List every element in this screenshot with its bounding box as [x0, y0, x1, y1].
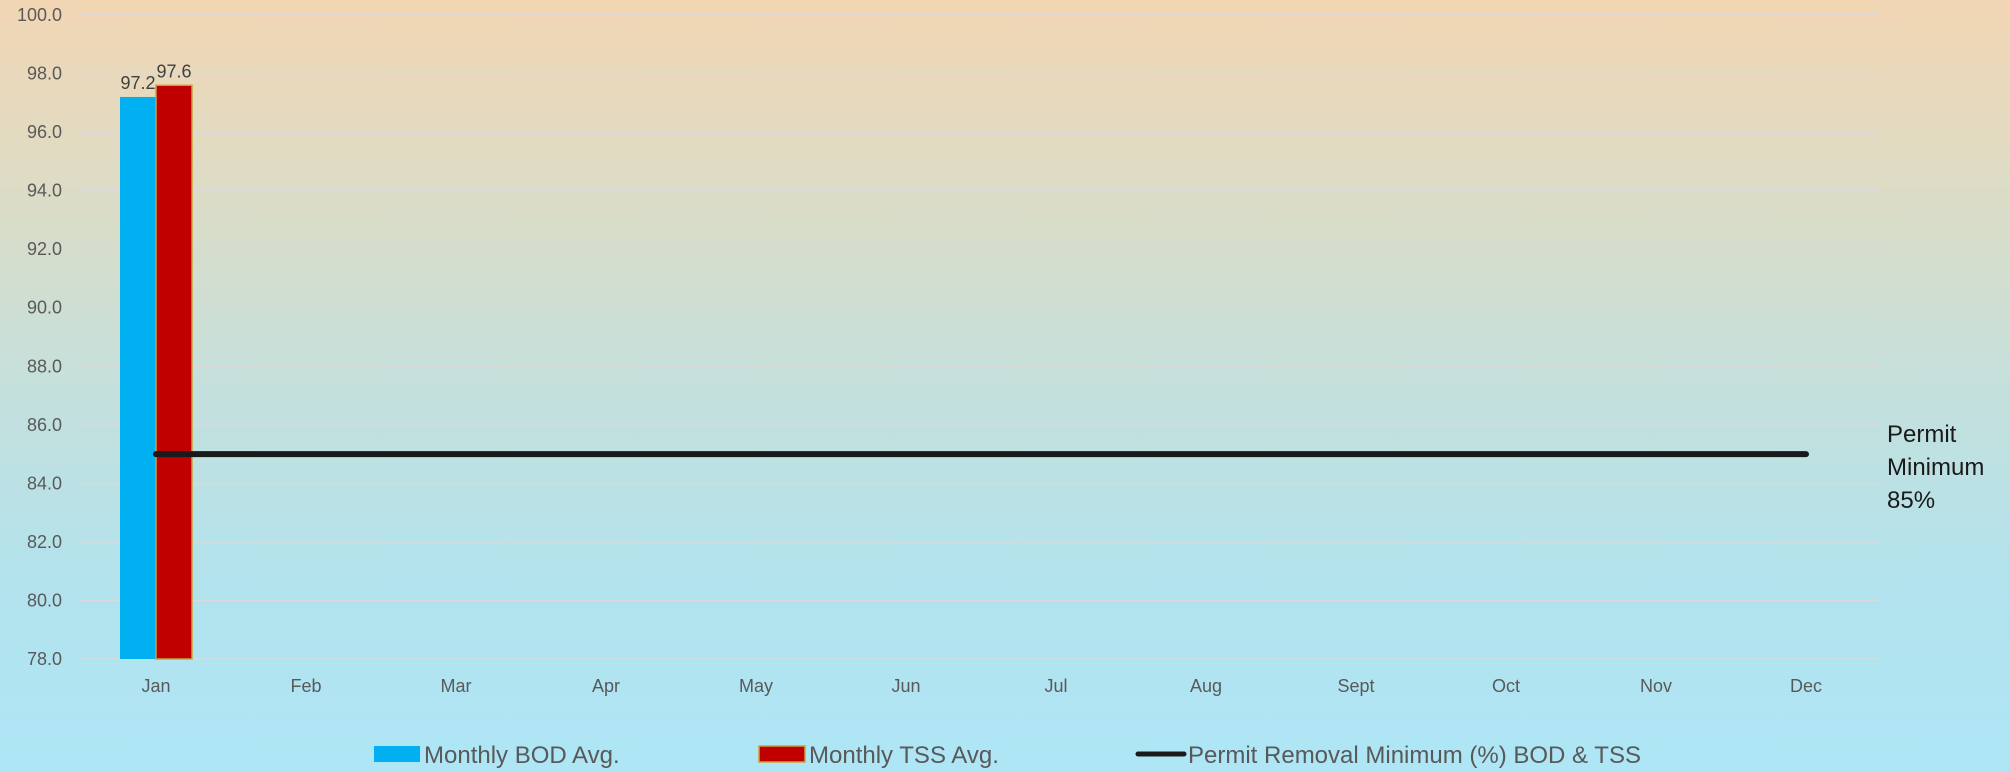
legend-swatch — [374, 746, 420, 762]
x-tick-label: Jul — [1044, 676, 1067, 696]
x-tick-label: Feb — [290, 676, 321, 696]
x-tick-label: Sept — [1337, 676, 1374, 696]
y-tick-label: 94.0 — [27, 181, 62, 201]
y-tick-label: 88.0 — [27, 356, 62, 376]
y-tick-label: 90.0 — [27, 298, 62, 318]
x-tick-label: Mar — [441, 676, 472, 696]
y-tick-label: 100.0 — [17, 5, 62, 25]
permit-minimum-annotation: Permit Minimum 85% — [1887, 421, 1984, 514]
data-labels: 97.297.6 — [120, 61, 191, 93]
tss-bar — [155, 84, 193, 660]
y-tick-label: 78.0 — [27, 649, 62, 669]
legend-swatch — [758, 745, 806, 763]
annotation-line: Minimum — [1887, 454, 1984, 481]
y-tick-label: 92.0 — [27, 239, 62, 259]
y-tick-label: 80.0 — [27, 590, 62, 610]
bars — [120, 84, 193, 660]
legend-label: Monthly TSS Avg. — [809, 742, 999, 769]
annotation-line: Permit — [1887, 421, 1957, 448]
x-tick-label: May — [739, 676, 773, 696]
y-tick-label: 84.0 — [27, 473, 62, 493]
x-tick-label: Nov — [1640, 676, 1672, 696]
gridlines — [80, 14, 1880, 660]
y-tick-label: 98.0 — [27, 64, 62, 84]
data-label: 97.6 — [156, 61, 191, 81]
y-axis-ticks: 78.0 80.0 82.0 84.0 86.0 88.0 90.0 92.0 94.0 96.0… — [17, 5, 62, 669]
x-tick-label: Jun — [891, 676, 920, 696]
y-tick-label: 82.0 — [27, 532, 62, 552]
x-tick-label: Oct — [1492, 676, 1520, 696]
x-tick-label: Aug — [1190, 676, 1222, 696]
x-tick-label: Dec — [1790, 676, 1822, 696]
legend-label: Monthly BOD Avg. — [424, 742, 620, 769]
legend-label: Permit Removal Minimum (%) BOD & TSS — [1188, 742, 1641, 769]
y-tick-label: 96.0 — [27, 122, 62, 142]
bod-bar — [120, 96, 156, 660]
data-label: 97.2 — [120, 73, 155, 93]
x-tick-label: Jan — [141, 676, 170, 696]
annotation-line: 85% — [1887, 487, 1935, 514]
y-tick-label: 86.0 — [27, 415, 62, 435]
x-tick-label: Apr — [592, 676, 620, 696]
legend: Monthly BOD Avg. Monthly TSS Avg. Permit R… — [374, 742, 1641, 769]
x-axis-ticks: Jan Feb Mar Apr May Jun Jul Aug Sept Oct Nov Dec — [141, 676, 1822, 696]
